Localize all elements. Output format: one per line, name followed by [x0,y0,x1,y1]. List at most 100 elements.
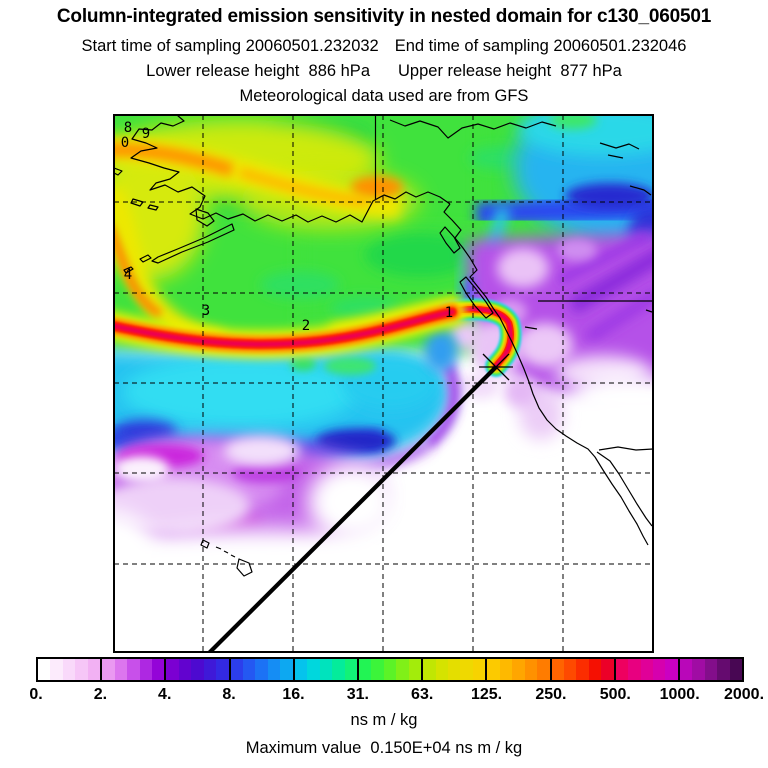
colorbar-block [102,659,167,680]
colorbar [36,657,744,682]
plume-band [114,298,466,359]
colorbar-tick: 250. [535,686,567,703]
plume-hook [437,298,522,377]
colorbar-cell [255,659,268,680]
colorbar-cell [50,659,63,680]
kodiak-island [195,208,215,227]
colorbar-cell [371,659,384,680]
alaska-peninsula [151,223,235,264]
gulf-of-california [596,451,653,527]
colorbar-cell [512,659,525,680]
page-title: Column-integrated emission sensitivity i… [56,6,712,27]
colorbar-cell [615,659,629,680]
colorbar-cell [679,659,693,680]
colorbar-cell [38,659,51,680]
colorbar-ticks: 0. 2. 4. 8. 16. 31. 63. 125. 250. 500. 1000. 2000. [0,686,768,706]
colorbar-cell [178,659,192,680]
trajectory-day-labels: 8 90 4 3 2 1 [121,120,453,334]
colorbar-block [38,659,103,680]
colorbar-cell [396,659,409,680]
lower-release-label: Lower release height 886 hPa [146,62,370,80]
colorbar-cell [601,659,614,680]
colorbar-cell [717,659,730,680]
colorbar-tick: 1000. [659,686,700,703]
colorbar-cell [537,659,550,680]
colorbar-cell [243,659,256,680]
colorbar-cell [563,659,577,680]
colorbar-cell [319,659,333,680]
colorbar-cell [551,659,564,680]
alaska-coast [130,115,451,223]
colorbar-cell [358,659,372,680]
start-time-label: Start time of sampling 20060501.232032 [81,37,379,55]
river-mark [524,326,538,330]
colorbar-cell [332,659,345,680]
sensitivity-field [114,115,653,652]
colorbar-tick: 4. [158,686,172,703]
day-label: 2 [302,318,310,334]
colorbar-cell [408,659,422,680]
day-label: 9 [142,126,150,142]
bc-us-coast [443,203,649,546]
colorbar-cell [524,659,538,680]
colorbar-tick: 2. [93,686,108,703]
colorbar-cell [203,659,217,680]
upper-release-label: Upper release height 877 hPa [398,62,622,80]
colorbar-cell [588,659,602,680]
colorbar-cell [127,659,140,680]
colorbar-cell [628,659,641,680]
colorbar-cell [692,659,705,680]
max-value-label: Maximum value 0.150E+04 ns m / kg [245,739,523,757]
colorbar-cell [499,659,513,680]
aleutian-islands [114,167,159,274]
colorbar-tick: 0. [29,686,43,703]
day-label: 8 [124,120,132,136]
sampling-time-row: Start time of sampling 20060501.232032 E… [0,37,768,56]
colorbar-cell [87,659,101,680]
colorbar-cell [448,659,461,680]
met-source-label: Meteorological data used are from GFS [239,87,529,105]
colorbar-block [358,659,424,680]
end-time-label: End time of sampling 20060501.232046 [394,37,687,55]
colorbar-tick: 16. [282,686,305,703]
colorbar-cell [139,659,152,680]
day-label: 3 [202,303,210,319]
mexico-coast [598,446,653,451]
colorbar-block [423,659,488,680]
colorbar-cell [75,659,88,680]
colorbar-cell [294,659,308,680]
colorbar-cell [151,659,165,680]
colorbar-block [487,659,552,680]
colorbar-cell [423,659,436,680]
release-height-row: Lower release height 886 hPa Upper relea… [0,62,768,81]
colorbar-cell [191,659,204,680]
top-right-islands [599,142,653,313]
vancouver-island [459,276,494,319]
colorbar-cell [216,659,229,680]
colorbar-cell [665,659,678,680]
receptor-star-arm [482,353,510,381]
trajectory-line [207,365,498,652]
colorbar-cell [102,659,115,680]
hawaii-islands [200,539,253,577]
colorbar-tick: 8. [222,686,236,703]
colorbar-cell [166,659,179,680]
colorbar-cell [383,659,397,680]
arctic-coast [389,119,557,139]
colorbar-block [294,659,359,680]
colorbar-tick: 2000. [723,686,765,703]
colorbar-cell [487,659,500,680]
colorbar-cell [435,659,448,680]
day-label: 0 [121,135,129,151]
colorbar-cell [704,659,718,680]
colorbar-cell [653,659,666,680]
receptor-star-marker [479,353,513,381]
colorbar-cell [472,659,486,680]
colorbar-block [615,659,680,680]
colorbar-block [679,659,743,680]
colorbar-cell [344,659,357,680]
colorbar-block [551,659,616,680]
colorbar-cell [280,659,293,680]
colorbar-tick: 63. [411,686,434,703]
